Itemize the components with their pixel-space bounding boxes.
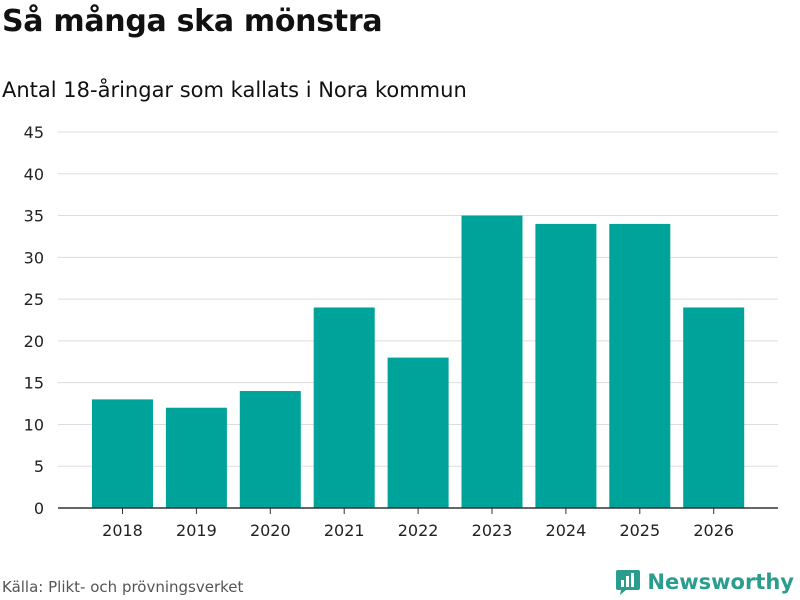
y-tick-label: 20	[24, 332, 44, 351]
y-tick-label: 40	[24, 165, 44, 184]
bar-2021	[313, 307, 375, 508]
x-tick-label: 2020	[250, 521, 291, 540]
chart-title: Så många ska mönstra	[2, 4, 383, 39]
y-tick-label: 35	[24, 207, 44, 226]
bar-2018	[92, 399, 153, 508]
x-tick-label: 2023	[472, 521, 513, 540]
source-note: Källa: Plikt- och prövningsverket	[2, 578, 244, 596]
y-tick-label: 10	[24, 415, 44, 434]
newsworthy-logo-icon	[616, 570, 641, 595]
bar-2020	[239, 391, 301, 508]
x-tick-label: 2018	[102, 521, 143, 540]
x-tick-label: 2026	[693, 521, 734, 540]
bar-2023	[461, 215, 523, 509]
y-tick-label: 15	[24, 374, 44, 393]
x-tick-label: 2024	[546, 521, 587, 540]
bar-2024	[535, 223, 597, 508]
brand-name: Newsworthy	[647, 570, 794, 594]
chart-subtitle: Antal 18-åringar som kallats i Nora komm…	[2, 78, 467, 102]
y-tick-label: 45	[24, 123, 44, 142]
bar-2022	[387, 357, 449, 508]
bar-2019	[165, 407, 227, 508]
x-tick-label: 2021	[324, 521, 365, 540]
x-tick-label: 2019	[176, 521, 217, 540]
x-tick-label: 2025	[619, 521, 660, 540]
bar-2026	[683, 307, 745, 508]
y-tick-label: 25	[24, 290, 44, 309]
newsworthy-logo: Newsworthy	[615, 568, 794, 596]
bar-2025	[609, 223, 671, 508]
y-tick-label: 0	[34, 499, 44, 518]
y-tick-label: 30	[24, 248, 44, 267]
x-tick-label: 2022	[398, 521, 439, 540]
y-tick-label: 5	[34, 457, 44, 476]
